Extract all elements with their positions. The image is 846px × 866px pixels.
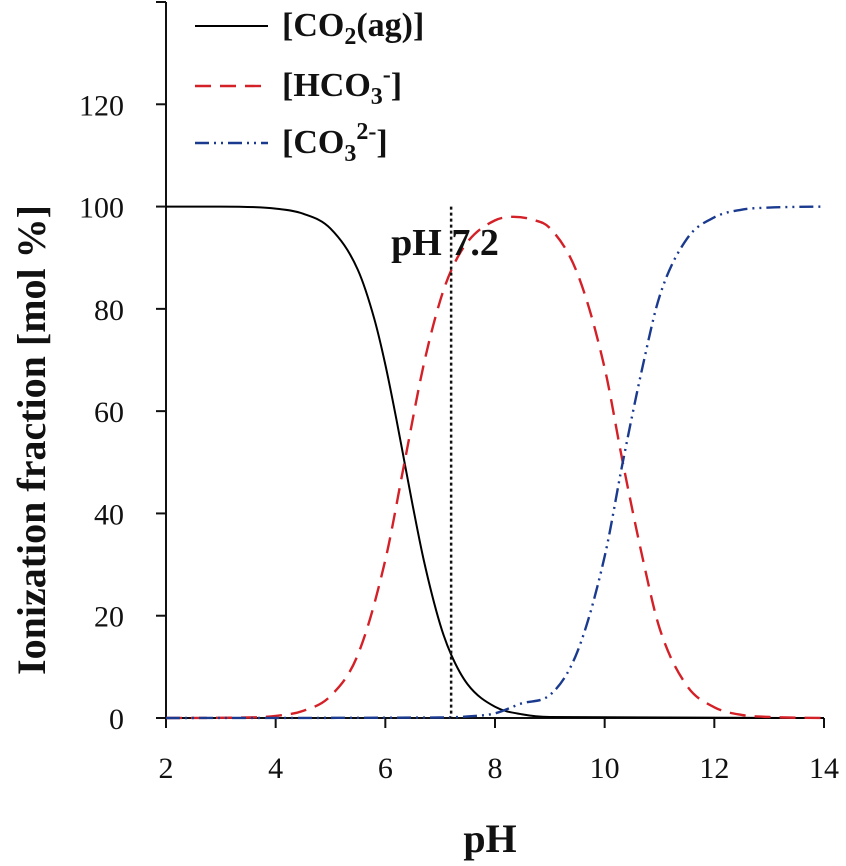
annotation: pH 7.2: [391, 206, 499, 718]
series-lines: [165, 205, 825, 720]
y-tick-label: 100: [79, 192, 124, 225]
series-line-1: [166, 205, 825, 719]
series-line-3: [165, 205, 825, 720]
legend-label-2: [HCO3-]: [282, 62, 402, 110]
series-line-2: [165, 215, 825, 720]
y-tick-label: 0: [109, 703, 124, 736]
x-tick-label: 12: [699, 752, 729, 785]
y-tick-label: 40: [94, 498, 124, 531]
y-tick-label: 120: [79, 89, 124, 122]
x-tick-label: 6: [378, 752, 393, 785]
legend-label-1: [CO2(ag)]: [282, 7, 424, 50]
x-axis-title: pH: [463, 816, 516, 861]
y-tick-label: 60: [94, 396, 124, 429]
annotation-label: pH 7.2: [391, 222, 499, 264]
legend-label-3: [CO32-]: [282, 119, 388, 167]
y-axis-title: Ionization fraction [mol %]: [9, 205, 54, 675]
tick-marks: [156, 1, 825, 728]
y-tick-label: 80: [94, 294, 124, 327]
x-tick-label: 8: [488, 752, 503, 785]
tick-labels: 2 4 6 8 10 12 14 0 20 40 60 80 100 120: [79, 89, 839, 785]
x-tick-label: 2: [159, 752, 174, 785]
legend: [CO2(ag)] [HCO3-] [CO32-]: [195, 7, 424, 167]
x-tick-label: 14: [809, 752, 839, 785]
axes: [165, 2, 824, 719]
y-tick-label: 20: [94, 601, 124, 634]
x-tick-label: 4: [268, 752, 283, 785]
x-tick-label: 10: [590, 752, 620, 785]
